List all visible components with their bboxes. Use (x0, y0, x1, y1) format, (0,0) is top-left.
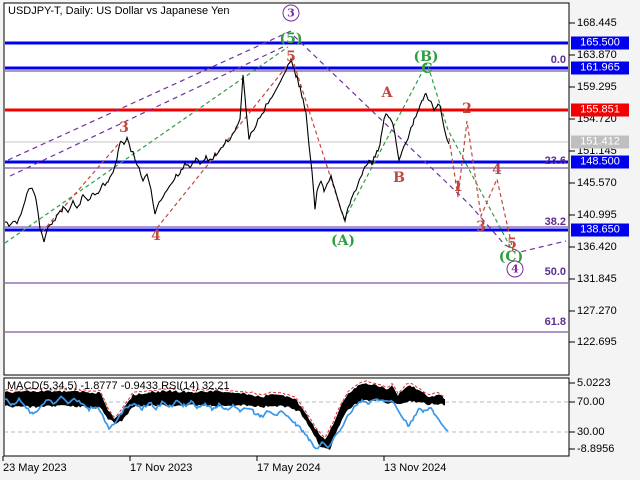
y-axis-tick-label: 131.845 (577, 273, 617, 285)
fib-label-61.8: 61.8 (545, 316, 566, 328)
wave-label-circled-4: 4 (507, 261, 524, 278)
fib-label-50.0: 50.0 (545, 266, 566, 278)
x-axis-date-label: 17 May 2024 (257, 462, 321, 474)
y-axis-tick-label: 159.295 (577, 81, 617, 93)
y-axis-tick-label: 168.445 (577, 17, 617, 29)
chart-canvas[interactable] (0, 0, 640, 480)
wave-label-green-(A): (A) (331, 234, 355, 248)
indicator-axis-label: 30.00 (577, 426, 605, 438)
fib-label-23.6: 23.6 (545, 155, 566, 167)
wave-label-green-C: C (421, 62, 432, 76)
price-badge-161.965: 161.965 (571, 62, 629, 75)
wave-label-red-5: 5 (286, 50, 296, 64)
chart-title: USDJPY-T, Daily: US Dollar vs Japanese Y… (8, 5, 230, 17)
indicator-axis-label: 70.00 (577, 396, 605, 408)
x-axis-date-label: 13 Nov 2024 (384, 462, 446, 474)
y-axis-tick-label: 140.995 (577, 209, 617, 221)
wave-label-red-3: 3 (119, 121, 129, 135)
y-axis-tick-label: 122.695 (577, 336, 617, 348)
wave-label-red-4: 4 (151, 229, 161, 243)
indicator-axis-label: 5.0223 (577, 377, 611, 389)
fib-label-0.0: 0.0 (551, 54, 566, 66)
y-axis-tick-label: 163.870 (577, 49, 617, 61)
wave-label-red-4: 4 (492, 163, 502, 177)
wave-label-circled-3: 3 (283, 5, 300, 22)
fib-label-38.2: 38.2 (545, 216, 566, 228)
price-badge-155.851: 155.851 (571, 104, 629, 117)
price-badge-165.500: 165.500 (571, 37, 629, 50)
indicator-axis-label: -8.8956 (577, 443, 614, 455)
y-axis-tick-label: 145.570 (577, 177, 617, 189)
wave-label-green-(5): (5) (280, 32, 303, 46)
y-axis-tick-label: 127.270 (577, 305, 617, 317)
price-badge-151.412: 151.412 (571, 136, 629, 149)
price-badge-138.650: 138.650 (571, 224, 629, 237)
wave-label-red-B: B (393, 171, 405, 185)
wave-label-red-A: A (382, 86, 393, 100)
chart-window: USDJPY-T, Daily: US Dollar vs Japanese Y… (0, 0, 640, 480)
price-badge-148.500: 148.500 (571, 156, 629, 169)
x-axis-date-label: 17 Nov 2023 (130, 462, 192, 474)
x-axis-date-label: 23 May 2023 (3, 462, 67, 474)
wave-label-red-3: 3 (476, 220, 486, 234)
y-axis-tick-label: 136.420 (577, 241, 617, 253)
wave-label-red-1: 1 (453, 180, 463, 194)
wave-label-red-2: 2 (462, 102, 472, 116)
indicator-label: MACD(5,34,5) -1.8777 -0.9433 RSI(14) 32.… (7, 380, 230, 392)
